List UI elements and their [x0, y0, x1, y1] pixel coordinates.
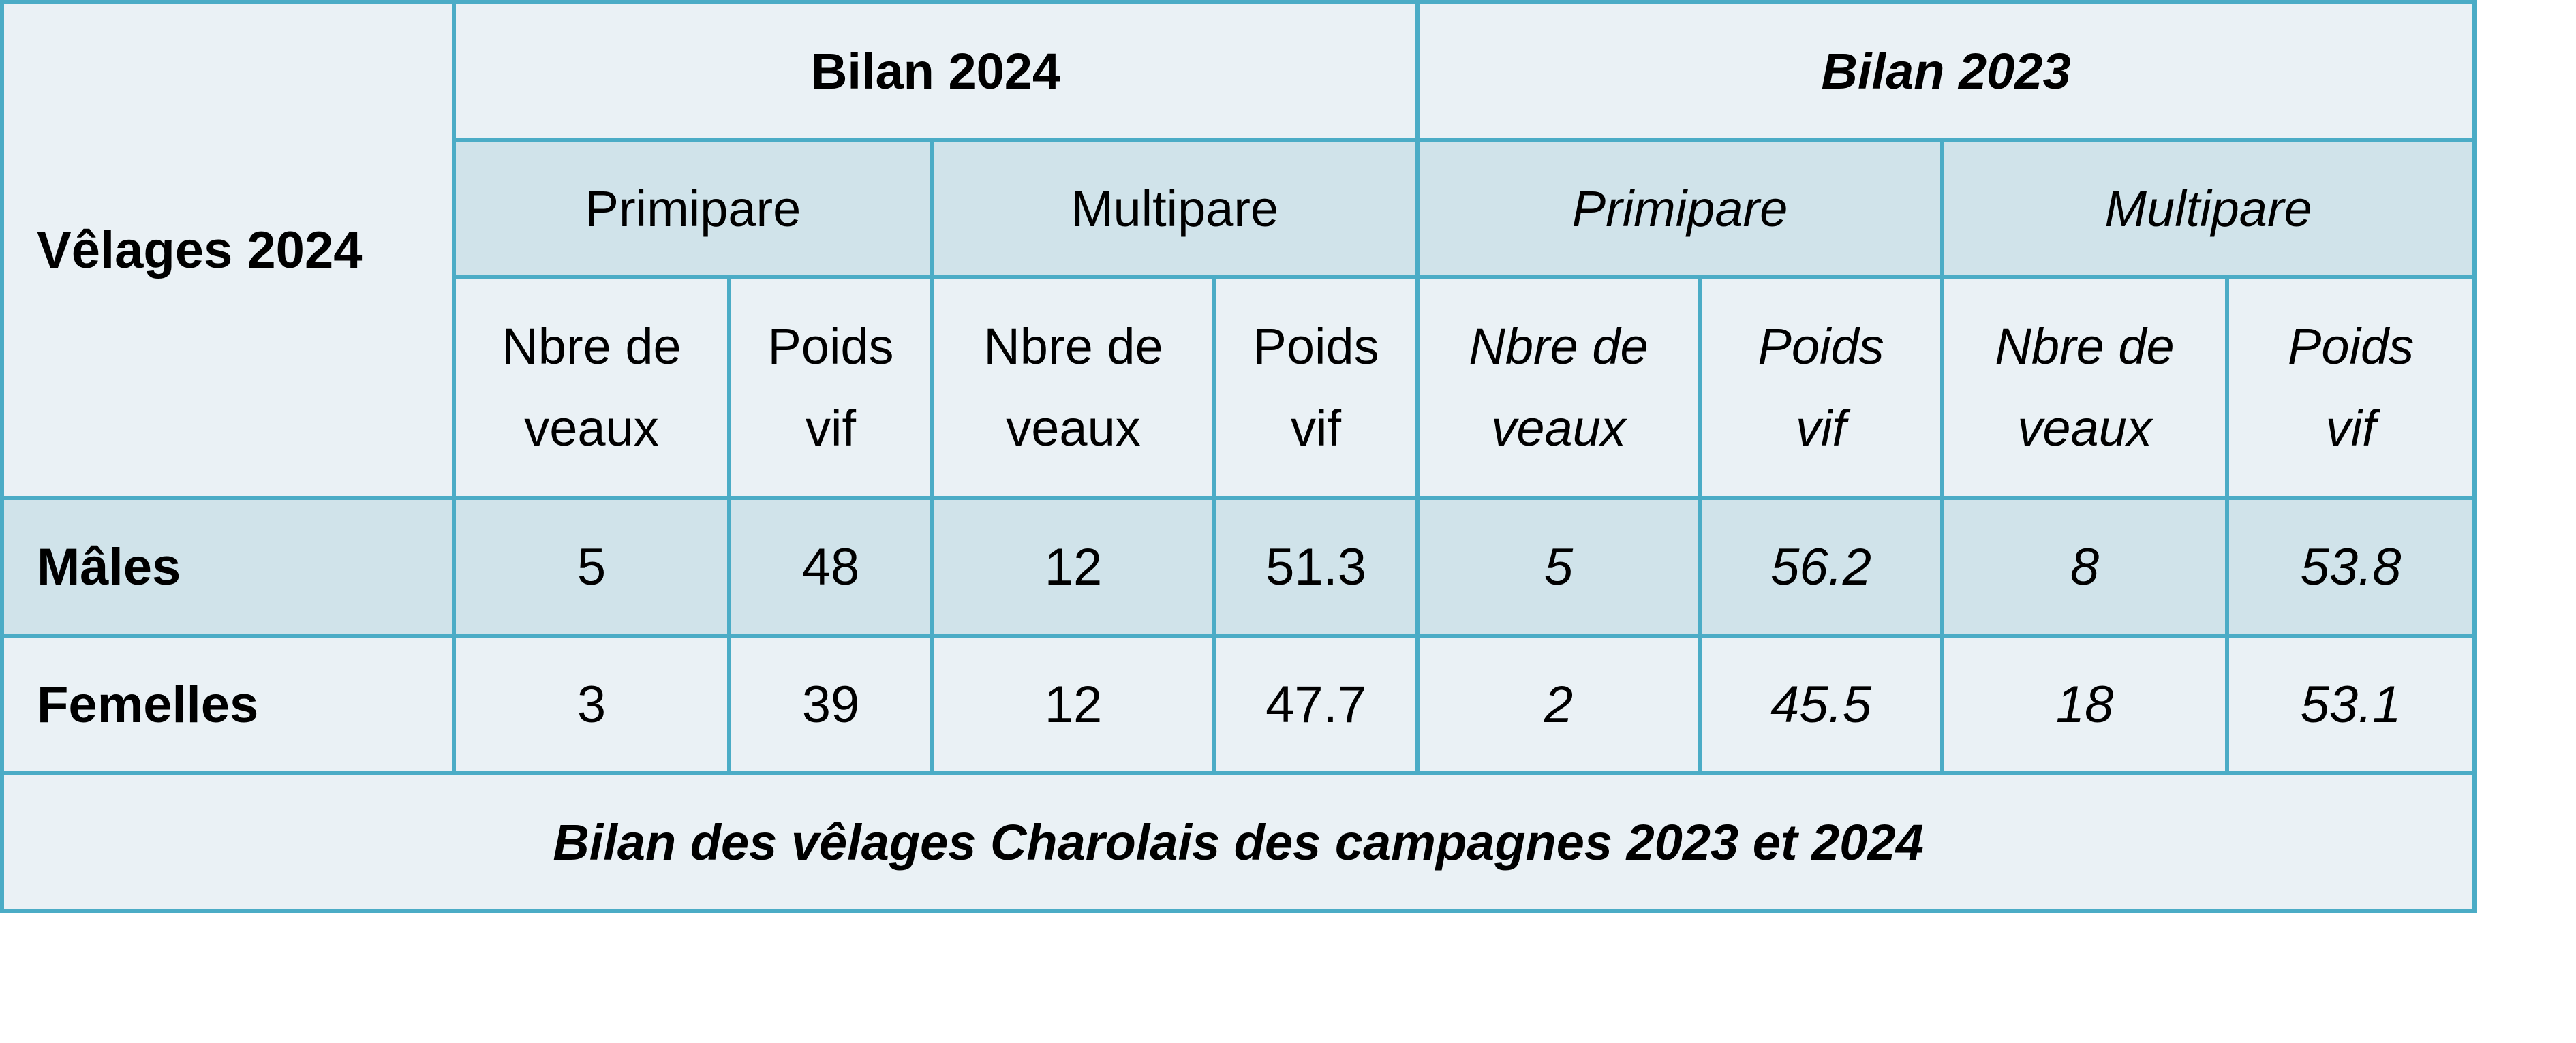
- table-cell: 47.7: [1212, 634, 1420, 775]
- table-cell: 8: [1940, 496, 2230, 638]
- calving-table-wrapper: Vêlages 2024 Bilan 2024 Bilan 2023 Primi…: [0, 0, 2477, 913]
- table-cell: 18: [1940, 634, 2230, 775]
- table-cell: 5: [452, 496, 731, 638]
- row-label-males: Mâles: [0, 496, 456, 638]
- parity-header-2023-primipare: Primipare: [1415, 138, 1945, 279]
- table-cell: 51.3: [1212, 496, 1420, 638]
- table-cell: 12: [930, 496, 1216, 638]
- table-cell: 53.1: [2225, 634, 2477, 775]
- parity-header-2024-multipare: Multipare: [930, 138, 1420, 279]
- subheader-cell: Nbre de veaux: [1415, 275, 1702, 500]
- subheader-cell: Poids vif: [2225, 275, 2477, 500]
- subheader-cell: Nbre de veaux: [1940, 275, 2230, 500]
- parity-header-2023-multipare: Multipare: [1940, 138, 2477, 279]
- subheader-cell: Nbre de veaux: [452, 275, 731, 500]
- table-cell: 3: [452, 634, 731, 775]
- parity-header-2024-primipare: Primipare: [452, 138, 934, 279]
- table-cell: 12: [930, 634, 1216, 775]
- table-cell: 39: [727, 634, 934, 775]
- subheader-cell: Poids vif: [727, 275, 934, 500]
- table-cell: 56.2: [1698, 496, 1945, 638]
- table-row: Mâles 5 48 12 51.3 5 56.2 8 53.8: [0, 496, 2477, 638]
- subheader-cell: Poids vif: [1212, 275, 1420, 500]
- subheader-cell: Poids vif: [1698, 275, 1945, 500]
- group-header-2023: Bilan 2023: [1415, 0, 2477, 142]
- table-row: Femelles 3 39 12 47.7 2 45.5 18 53.1: [0, 634, 2477, 775]
- table-cell: 53.8: [2225, 496, 2477, 638]
- table-cell: 48: [727, 496, 934, 638]
- table-cell: 45.5: [1698, 634, 1945, 775]
- row-label-females: Femelles: [0, 634, 456, 775]
- group-header-2024: Bilan 2024: [451, 0, 1420, 142]
- table-cell: 2: [1415, 634, 1702, 775]
- subheader-cell: Nbre de veaux: [930, 275, 1216, 500]
- corner-header: Vêlages 2024: [0, 0, 456, 500]
- calving-table: Vêlages 2024 Bilan 2024 Bilan 2023 Primi…: [0, 0, 2477, 913]
- table-caption: Bilan des vêlages Charolais des campagne…: [0, 771, 2477, 913]
- table-cell: 5: [1415, 496, 1702, 638]
